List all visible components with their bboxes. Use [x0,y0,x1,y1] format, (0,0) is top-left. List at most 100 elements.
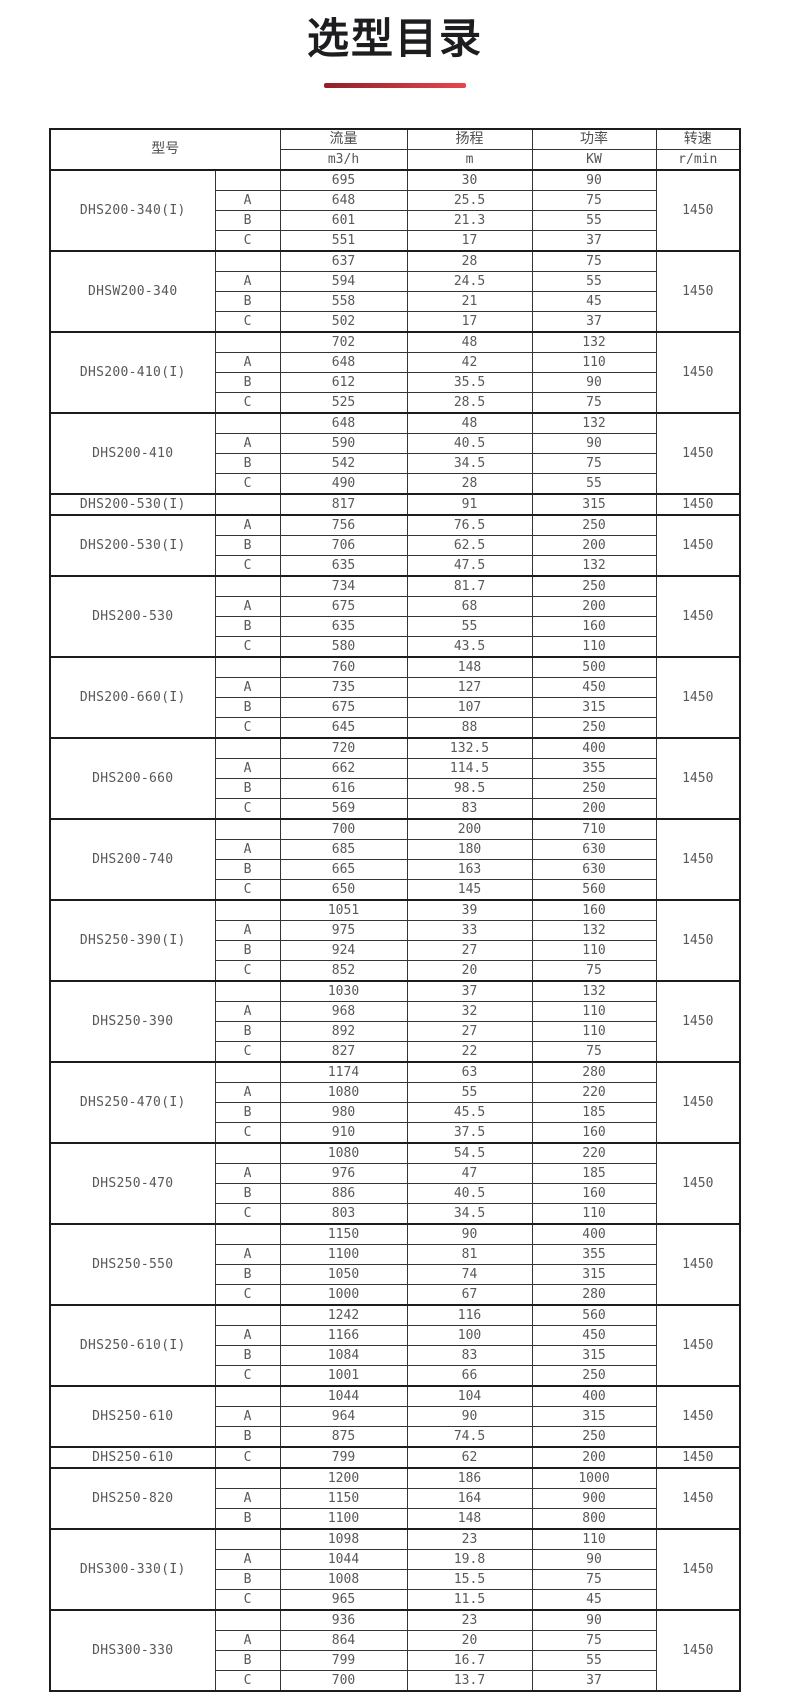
grade-cell: B [214,453,281,475]
table-row: B 542 34.5 75 [50,453,740,475]
speed-cell: 1450 [655,1385,741,1448]
speed-cell: 1450 [655,331,741,414]
power-cell: 55 [531,473,657,495]
power-cell: 55 [531,210,657,232]
table-row: DHS200-340(I) 695 30 90 1450 [49,169,741,252]
head-cell: 27 [406,1021,533,1043]
model-cell: DHS200-530 [49,575,216,658]
grade-cell: B [214,1426,281,1448]
flow-cell: 590 [279,433,408,455]
flow-cell: 700 [279,1670,408,1692]
speed-cell: 1450 [655,737,741,820]
grade-cell [214,1304,281,1327]
model-cell: DHS250-470 [49,1142,216,1225]
speed-cell: 1450 [655,1061,741,1144]
grade-cell: B [214,1345,281,1367]
head-cell: 114.5 [406,758,533,780]
grade-cell: A [214,1001,281,1023]
power-cell: 400 [531,1385,657,1408]
power-cell: 200 [531,535,657,557]
model-cell: DHS250-610 [49,1385,216,1448]
flow-cell: 1008 [279,1569,408,1591]
power-cell: 90 [531,372,657,394]
col-unit-speed: r/min [655,149,741,172]
col-header-model: 型号 [49,128,281,171]
grade-cell: A [214,1488,281,1510]
power-cell: 280 [531,1284,657,1306]
flow-cell: 1150 [279,1488,408,1510]
power-cell: 132 [531,980,657,1003]
flow-cell: 702 [279,331,408,354]
table-row: A 648 42 110 [50,352,740,374]
table-row: A 964 90 315 [50,1406,740,1428]
grade-cell: A [214,1630,281,1652]
table-row: DHS300-330 936 23 90 1450 [49,1609,741,1692]
speed-cell: 1450 [655,169,741,252]
power-cell: 75 [531,960,657,982]
model-cell: DHS300-330 [49,1609,216,1692]
flow-cell: 760 [279,656,408,679]
grade-cell [214,737,281,760]
flow-cell: 700 [279,818,408,841]
grade-cell: A [214,596,281,618]
grade-cell: B [214,372,281,394]
table-row: A 1166 100 450 [50,1325,740,1347]
power-cell: 110 [531,636,657,658]
flow-cell: 558 [279,291,408,313]
flow-cell: 852 [279,960,408,982]
speed-cell: 1450 [655,1304,741,1387]
grade-cell: C [214,960,281,982]
model-cell: DHS250-550 [49,1223,216,1306]
grade-cell: A [214,839,281,861]
head-cell: 23 [406,1528,533,1551]
table-row: B 706 62.5 200 [50,535,740,557]
head-cell: 47.5 [406,555,533,577]
head-cell: 30 [406,169,533,192]
head-cell: 83 [406,798,533,820]
grade-cell: C [214,1122,281,1144]
grade-cell: B [214,1021,281,1043]
head-cell: 88 [406,717,533,739]
flow-cell: 665 [279,859,408,881]
power-cell: 500 [531,656,657,679]
table-row: DHS250-610 1044 104 400 1450 [49,1385,741,1448]
page-title: 选型目录 [306,14,483,63]
grade-cell [214,493,281,516]
flow-cell: 695 [279,169,408,192]
flow-cell: 1044 [279,1549,408,1571]
model-cell: DHS250-390(I) [49,899,216,982]
table-row: DHS200-530 734 81.7 250 1450 [49,575,741,658]
table-row: B 601 21.3 55 [50,210,740,232]
table-row: B 1050 74 315 [50,1264,740,1286]
table-row: B 1084 83 315 [50,1345,740,1367]
head-cell: 23 [406,1609,533,1632]
head-cell: 22 [406,1041,533,1063]
head-cell: 100 [406,1325,533,1347]
table-row: C 910 37.5 160 [50,1122,740,1144]
head-cell: 55 [406,616,533,638]
grade-cell [214,1223,281,1246]
power-cell: 200 [531,1446,657,1469]
speed-cell: 1450 [655,980,741,1063]
flow-cell: 645 [279,717,408,739]
head-cell: 19.8 [406,1549,533,1571]
flow-cell: 827 [279,1041,408,1063]
grade-cell: A [214,190,281,212]
table-row: DHS250-550 1150 90 400 1450 [49,1223,741,1306]
power-cell: 560 [531,1304,657,1327]
grade-cell: A [214,514,281,537]
flow-cell: 706 [279,535,408,557]
power-cell: 110 [531,1528,657,1551]
flow-cell: 1080 [279,1142,408,1165]
table-row: C 525 28.5 75 [50,392,740,414]
table-row: B 924 27 110 [50,940,740,962]
grade-cell [214,331,281,354]
grade-cell: C [214,1041,281,1063]
grade-cell: B [214,1569,281,1591]
grade-cell: C [214,311,281,333]
grade-cell: C [214,1446,281,1469]
grade-cell: A [214,271,281,293]
grade-cell [214,899,281,922]
flow-cell: 525 [279,392,408,414]
table-row: A 662 114.5 355 [50,758,740,780]
